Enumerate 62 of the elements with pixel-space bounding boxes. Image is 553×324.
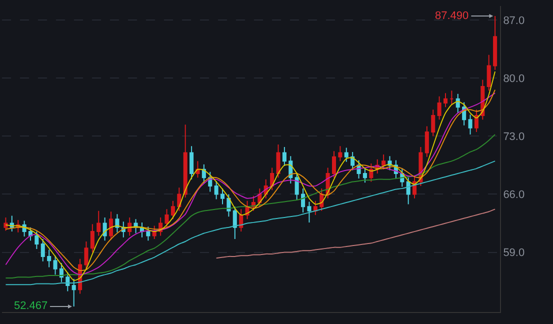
candlestick xyxy=(232,206,237,240)
candlestick xyxy=(424,126,429,158)
candlestick xyxy=(196,160,200,178)
y-tick-label: 80.0 xyxy=(503,73,525,85)
candlestick xyxy=(190,146,194,180)
candlestick xyxy=(350,151,355,171)
y-tick-label: 73.0 xyxy=(503,131,525,144)
candlestick xyxy=(53,255,58,276)
candlestick xyxy=(468,114,472,136)
candlestick xyxy=(362,168,367,184)
candlestick xyxy=(90,224,94,253)
candlestick xyxy=(170,200,175,220)
candlestick xyxy=(59,262,64,283)
candlestick xyxy=(84,241,88,270)
candlestick xyxy=(40,238,45,262)
candlestick xyxy=(313,200,318,216)
candlestick xyxy=(102,216,107,242)
candlestick xyxy=(115,214,120,233)
candlestick xyxy=(437,96,442,120)
candlestick xyxy=(406,177,410,205)
candlestick xyxy=(128,216,132,236)
candlestick xyxy=(456,93,460,114)
annotation: 52.467 xyxy=(14,300,48,312)
candlestick xyxy=(338,146,342,162)
candlestick xyxy=(47,249,52,268)
candlestick xyxy=(4,216,8,232)
candlestick xyxy=(486,54,491,92)
candlestick xyxy=(369,163,374,182)
candlestick xyxy=(72,278,76,307)
line-series xyxy=(5,160,496,286)
candlestick xyxy=(66,272,70,292)
candlestick xyxy=(294,172,299,201)
candlestick xyxy=(96,210,101,236)
candlestick xyxy=(177,187,182,212)
candlestick xyxy=(202,164,206,184)
candlestick xyxy=(34,231,39,250)
candlestick xyxy=(431,109,436,137)
line-series xyxy=(5,134,496,279)
candlestick xyxy=(301,188,306,213)
y-tick-label: 66.0 xyxy=(503,189,525,202)
candlestick xyxy=(109,211,114,240)
candlestick xyxy=(146,226,150,242)
candlestick xyxy=(239,208,244,232)
candlestick xyxy=(332,150,336,178)
candlestick xyxy=(282,146,286,167)
candlestick xyxy=(164,208,169,228)
candlestick xyxy=(344,147,348,162)
candlestick xyxy=(382,154,386,170)
candlestick xyxy=(183,124,188,198)
candlestick xyxy=(493,16,498,70)
candlestick xyxy=(214,180,218,200)
candlestick xyxy=(276,144,280,178)
y-tick-label: 87.0 xyxy=(503,14,525,27)
candlestick xyxy=(307,201,312,223)
line-series xyxy=(216,208,496,259)
candlestick xyxy=(474,109,478,133)
candlestick xyxy=(443,92,448,108)
candlestick xyxy=(270,167,274,191)
y-tick-label: 59.0 xyxy=(503,247,525,260)
candlestick xyxy=(450,90,454,106)
candlestick xyxy=(220,188,225,205)
annotation: 87.490 xyxy=(435,10,469,22)
